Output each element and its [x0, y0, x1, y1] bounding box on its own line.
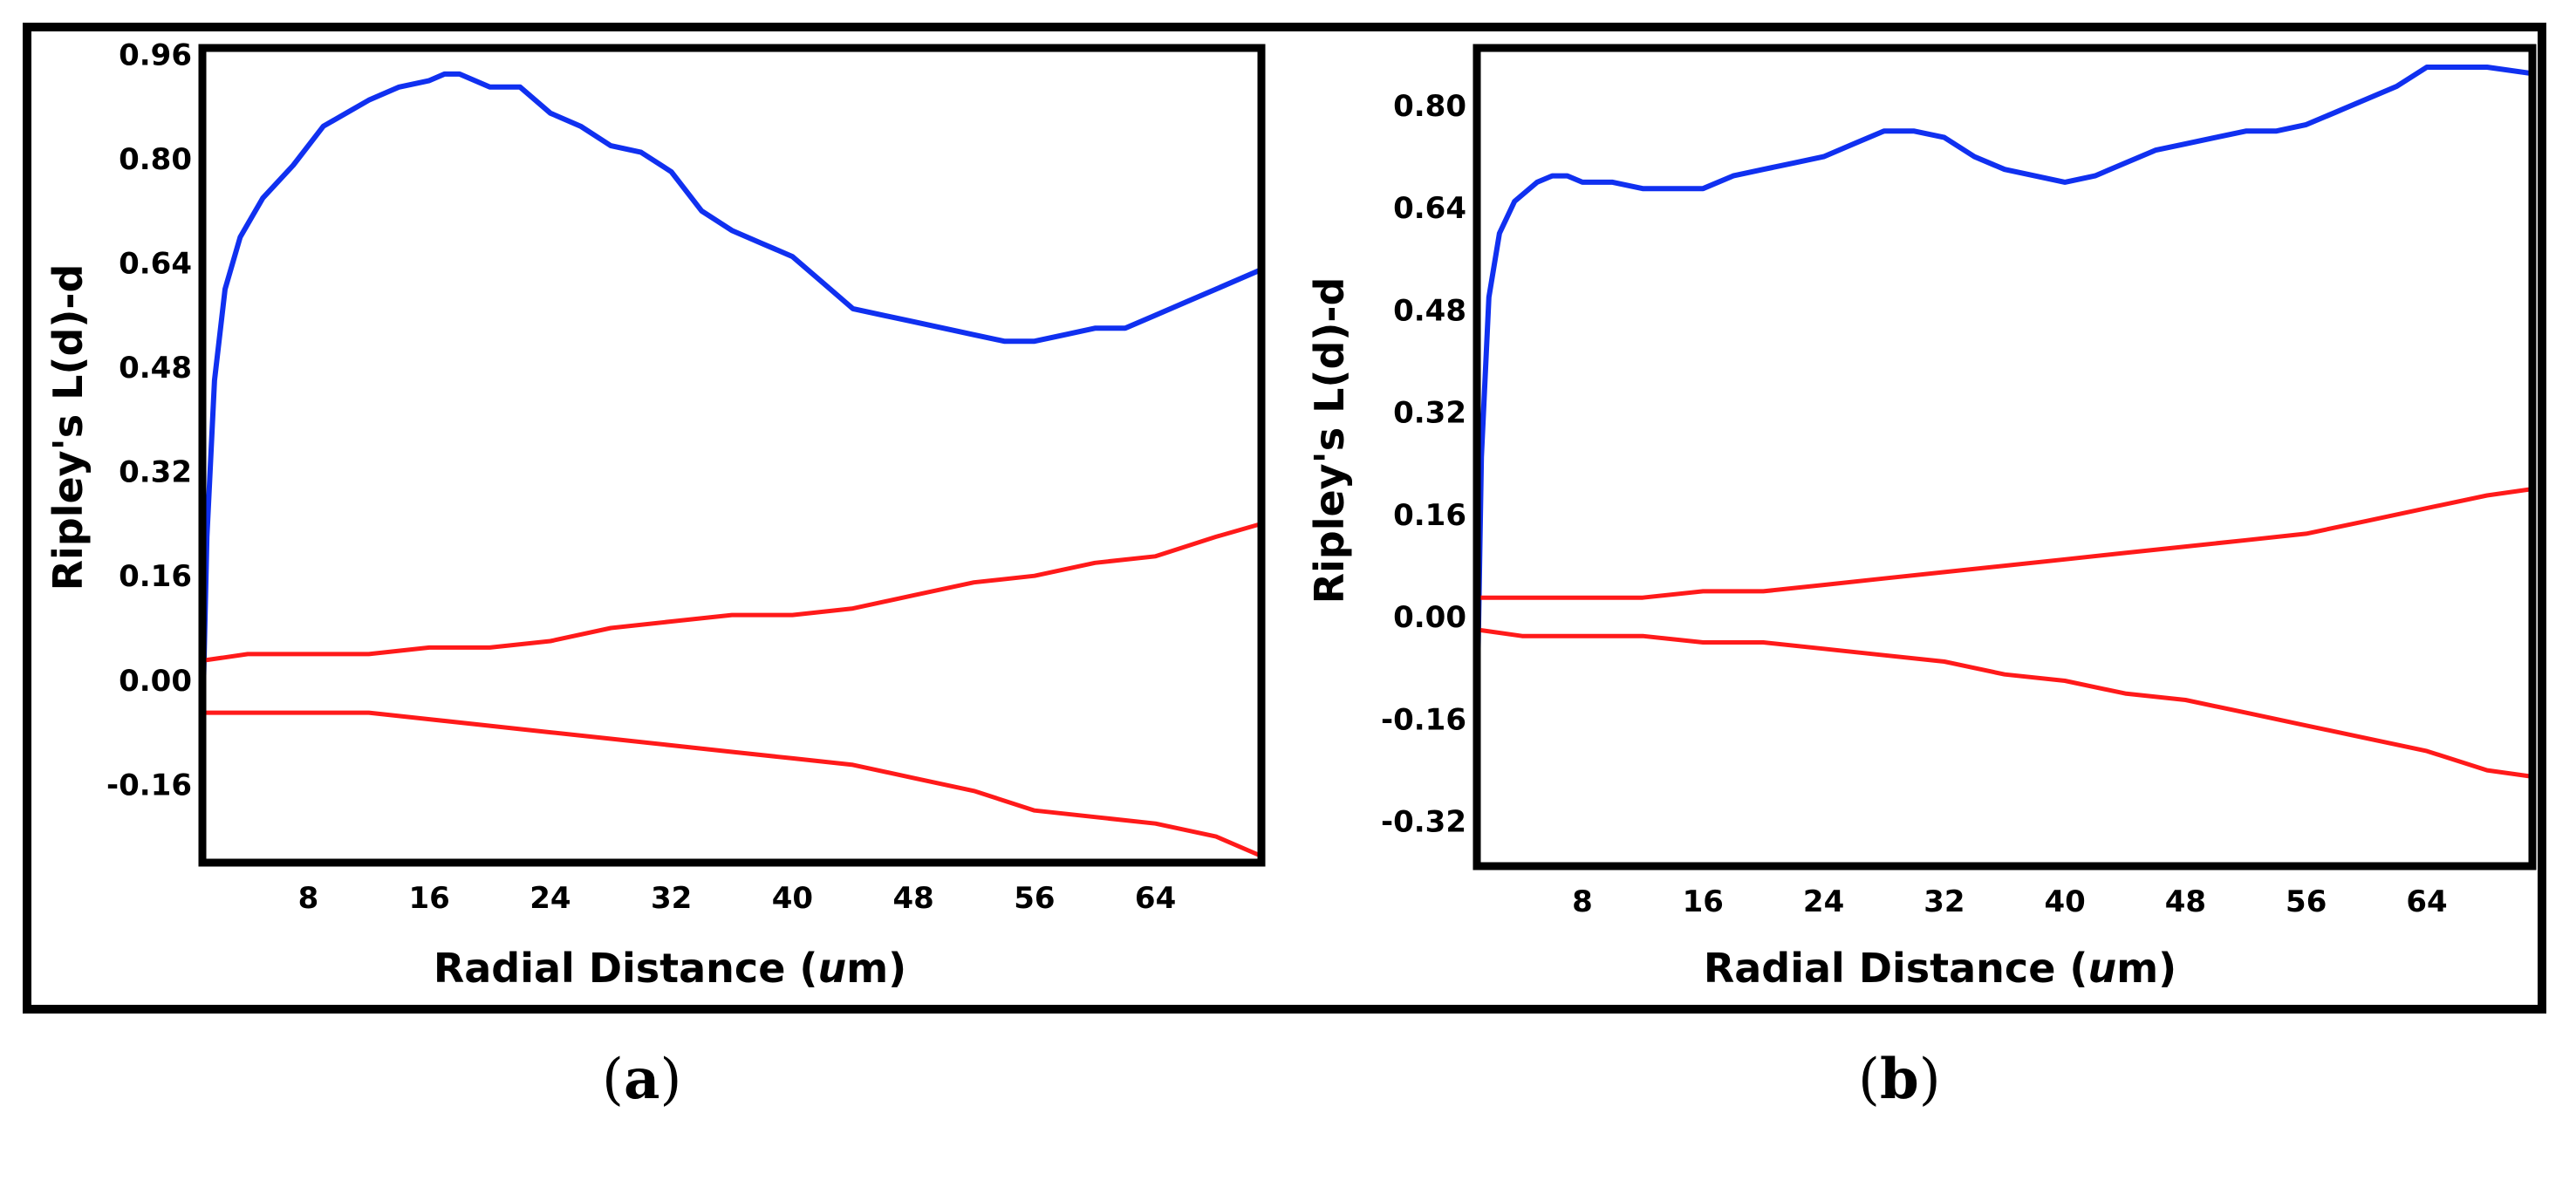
- panel-a-y-tick-label: -0.16: [106, 768, 192, 802]
- panel-a-series-layer: [200, 71, 1264, 858]
- figure-outer-frame: [23, 23, 2546, 1014]
- panel-b-x-tick-label: 24: [1803, 884, 1844, 919]
- panel-a-series-lower-envelope-line: [200, 710, 1264, 858]
- panel-a-x-axis-title: Radial Distance (um): [434, 945, 906, 992]
- panel-a-y-tick-label: 0.00: [119, 664, 192, 699]
- panel-a-y-tick-label: 0.32: [119, 455, 192, 490]
- panel-a-x-tick-label: 24: [530, 881, 571, 916]
- panel-b-x-tick-label: 56: [2286, 884, 2327, 919]
- panel-b-x-tick-label: 16: [1683, 884, 1724, 919]
- panel-b-y-axis-title: Ripley's L(d)-d: [1306, 277, 1353, 604]
- panel-a-x-tick-labels: 8 16 24 32 40 48 56 64: [298, 881, 1177, 916]
- subcaption-a: (a): [602, 1047, 682, 1112]
- panel-b-series-upper-envelope-line: [1474, 487, 2535, 600]
- panel-b-y-tick-labels: -0.32 -0.16 0.00 0.16 0.32 0.48 0.64 0.80: [1381, 89, 1466, 840]
- panel-b-plot-frame: [1472, 44, 2537, 870]
- subcaption-b: (b): [1858, 1047, 1941, 1112]
- panel-b-y-tick-label: 0.32: [1393, 396, 1466, 431]
- panel-a-x-tick-label: 64: [1135, 881, 1176, 916]
- panel-a-y-tick-label: 0.48: [119, 351, 192, 386]
- panel-b-x-tick-label: 32: [1923, 884, 1964, 919]
- panel-a-y-tick-label: 0.80: [119, 142, 192, 177]
- panel-a-y-axis-title: Ripley's L(d)-d: [44, 264, 92, 591]
- panel-b-series-lower-envelope-line: [1474, 627, 2535, 779]
- panel-b-x-tick-label: 64: [2406, 884, 2447, 919]
- panel-b-x-tick-label: 48: [2165, 884, 2206, 919]
- panel-b-y-tick-label: 0.80: [1393, 89, 1466, 124]
- panel-a-series-observed-line: [200, 71, 1264, 735]
- panel-a-series-upper-envelope-line: [200, 522, 1264, 663]
- panel-a-x-tick-label: 56: [1014, 881, 1055, 916]
- panel-a-x-tick-label: 48: [892, 881, 933, 916]
- panel-b-x-tick-label: 8: [1572, 884, 1593, 919]
- chart-panel-a: -0.16 0.00 0.16 0.32 0.48 0.64 0.80 0.96 8 16 24 3…: [44, 38, 1266, 992]
- panel-b-y-tick-label: 0.00: [1393, 600, 1466, 635]
- panel-a-x-tick-label: 8: [298, 881, 319, 916]
- panel-a-x-tick-label: 40: [772, 881, 813, 916]
- panel-b-y-tick-label: 0.16: [1393, 498, 1466, 533]
- panel-b-x-axis-title: Radial Distance (um): [1704, 945, 2176, 992]
- panel-a-plot-frame: [198, 44, 1266, 867]
- panel-b-y-tick-label: 0.64: [1393, 191, 1466, 226]
- panel-b-x-tick-label: 40: [2044, 884, 2085, 919]
- panel-a-y-tick-label: 0.64: [119, 247, 192, 282]
- panel-a-y-tick-label: 0.96: [119, 38, 192, 72]
- panel-a-x-tick-label: 16: [408, 881, 449, 916]
- panel-b-series-layer: [1474, 65, 2535, 779]
- panel-b-y-tick-label: -0.32: [1381, 805, 1466, 840]
- panel-a-y-tick-label: 0.16: [119, 559, 192, 594]
- panel-b-y-tick-label: -0.16: [1381, 702, 1466, 737]
- panel-b-series-observed-line: [1474, 65, 2535, 728]
- chart-panel-b: -0.32 -0.16 0.00 0.16 0.32 0.48 0.64 0.80 8 16 24…: [1306, 44, 2537, 992]
- panel-b-y-tick-label: 0.48: [1393, 293, 1466, 328]
- panel-a-y-tick-labels: -0.16 0.00 0.16 0.32 0.48 0.64 0.80 0.96: [106, 38, 192, 802]
- panel-a-x-tick-label: 32: [651, 881, 692, 916]
- panel-b-x-tick-labels: 8 16 24 32 40 48 56 64: [1572, 884, 2448, 919]
